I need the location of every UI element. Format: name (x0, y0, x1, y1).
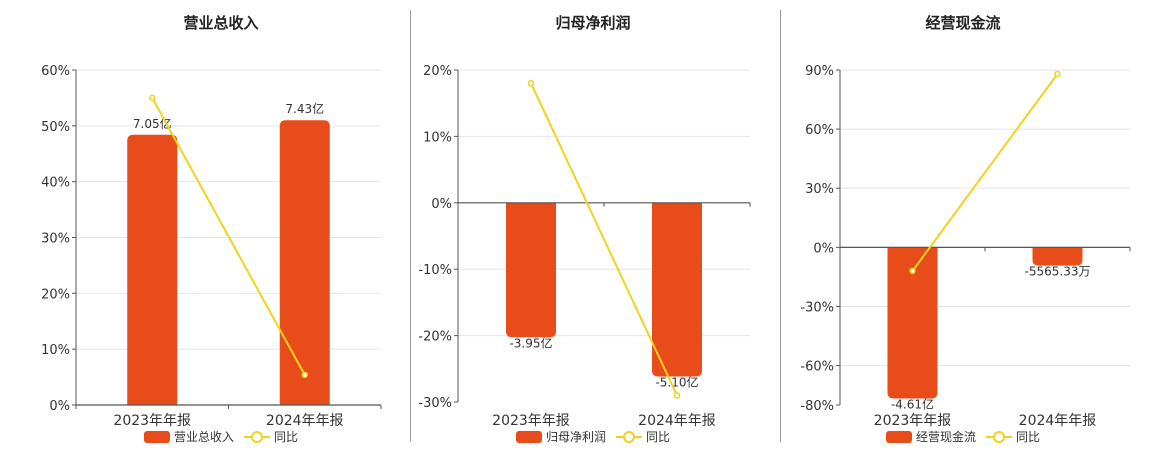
yoy-point (909, 267, 916, 275)
panel-divider (780, 10, 781, 442)
bar-data-label: -3.95亿 (509, 335, 552, 350)
legend-bar-swatch (515, 430, 542, 443)
yoy-point (301, 371, 308, 379)
chart-panel-revenue: 营业总收入 0% 10% 20% 30% 40% 50% 60% 7.05亿 2023年年报 7.… (36, 0, 406, 450)
y-tick-label: 10% (41, 343, 70, 358)
y-tick-label: 90% (805, 64, 834, 79)
y-tick-label: 0% (49, 399, 70, 414)
y-tick-label: -60% (800, 360, 834, 375)
y-tick-label: -30% (418, 396, 452, 411)
y-tick-label: 30% (805, 182, 834, 197)
bar-data-label: -4.61亿 (891, 396, 934, 411)
chart-title: 经营现金流 (925, 14, 1001, 32)
x-tick-label: 2023年年报 (874, 413, 952, 429)
y-tick-label: -10% (418, 263, 452, 278)
yoy-point (1054, 70, 1061, 78)
chart-panel-net-profit: 归母净利润 -30% -20% -10% 0% 10% 20% -3.95亿 2023年年报 -… (408, 0, 778, 450)
legend: 营业总收入 同比 (36, 428, 406, 445)
legend-label: 营业总收入 (173, 430, 234, 444)
chart-panel-cash-flow: 经营现金流 -80% -60% -30% 0% 30% 60% 90% -4.61亿 2023年… (778, 0, 1148, 450)
y-tick-label: 50% (41, 120, 70, 135)
x-tick-label: 2023年年报 (113, 413, 191, 429)
legend-label: 归母净利润 (545, 430, 606, 444)
bar-data-label: -5565.33万 (1025, 265, 1091, 279)
x-tick-label: 2024年年报 (638, 413, 716, 429)
y-tick-label: -30% (800, 300, 834, 315)
yoy-point (673, 392, 681, 399)
y-tick-label: 0% (813, 241, 834, 256)
legend-item-line[interactable]: 同比 (986, 428, 1040, 445)
x-tick-label: 2024年年报 (1019, 413, 1097, 429)
bar (279, 120, 330, 405)
y-tick-label: 0% (431, 197, 452, 212)
x-tick-label: 2023年年报 (492, 413, 570, 429)
legend-line-swatch (244, 430, 270, 443)
bar-data-label: 7.05亿 (133, 116, 172, 131)
legend-item-bar[interactable]: 营业总收入 (143, 428, 234, 445)
chart-canvas: -80% -60% -30% 0% 30% 60% 90% -4.61亿 2023年年报 -556… (800, 64, 1131, 429)
legend-line-swatch (616, 430, 642, 443)
bar (887, 247, 938, 399)
yoy-line (151, 97, 306, 376)
x-tick-label: 2024年年报 (266, 413, 344, 429)
y-tick-label: -80% (800, 399, 834, 414)
y-tick-label: 60% (805, 123, 834, 138)
chart-title: 归母净利润 (555, 14, 631, 32)
y-tick-label: 30% (41, 232, 70, 247)
legend: 经营现金流 同比 (778, 428, 1148, 445)
legend-bar-swatch (143, 430, 170, 443)
y-tick-label: 60% (41, 64, 70, 79)
bar (127, 134, 178, 405)
legend-label: 同比 (274, 430, 299, 444)
bar-data-label: 7.43亿 (285, 101, 324, 116)
yoy-line (911, 73, 1059, 272)
y-tick-label: 10% (423, 130, 452, 145)
chart-canvas: -30% -20% -10% 0% 10% 20% -3.95亿 2023年年报 -5.10亿 2… (418, 64, 751, 429)
y-tick-label: 40% (41, 176, 70, 191)
bar-data-label: -5.10亿 (655, 374, 698, 389)
legend: 归母净利润 同比 (408, 428, 778, 445)
yoy-line (530, 82, 678, 396)
chart-title: 营业总收入 (183, 14, 259, 32)
legend-line-swatch (986, 430, 1012, 443)
y-tick-label: 20% (41, 287, 70, 302)
panel-divider (410, 10, 411, 442)
legend-item-bar[interactable]: 归母净利润 (515, 428, 606, 445)
legend-label: 同比 (646, 430, 671, 444)
legend-item-line[interactable]: 同比 (616, 428, 670, 445)
yoy-point (149, 94, 156, 102)
legend-label: 经营现金流 (915, 430, 976, 444)
bar (506, 202, 556, 338)
legend-item-bar[interactable]: 经营现金流 (885, 428, 976, 445)
chart-canvas: 0% 10% 20% 30% 40% 50% 60% 7.05亿 2023年年报 7.43亿 202… (41, 64, 382, 429)
y-tick-label: 20% (423, 64, 452, 79)
y-tick-label: -20% (418, 330, 452, 345)
yoy-point (527, 80, 535, 87)
bar (652, 202, 702, 377)
legend-bar-swatch (885, 430, 912, 443)
legend-item-line[interactable]: 同比 (244, 428, 298, 445)
bar (1032, 247, 1083, 266)
legend-label: 同比 (1016, 430, 1041, 444)
